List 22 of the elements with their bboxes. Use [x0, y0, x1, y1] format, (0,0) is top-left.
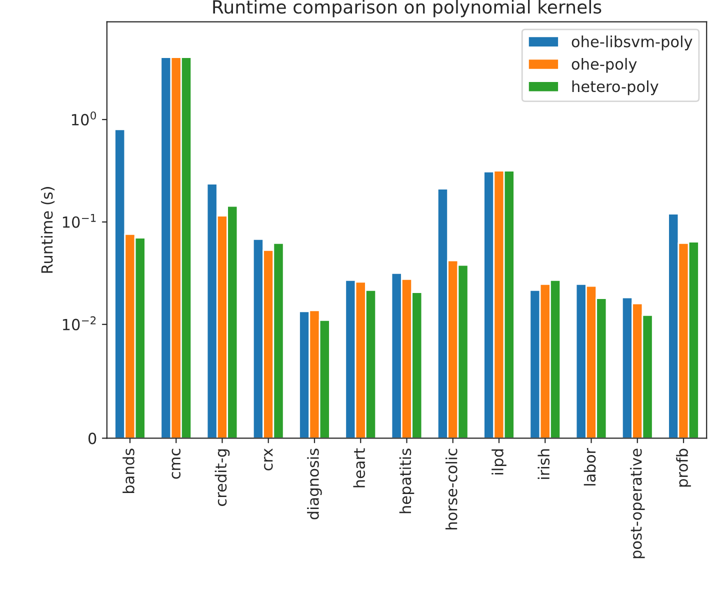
y-tick-label: 0	[88, 432, 96, 444]
legend-label: ohe-libsvm-poly	[572, 36, 692, 50]
x-tick-label: heart	[353, 448, 366, 488]
x-tick-label: crx	[264, 448, 273, 470]
x-tick-label: cmc	[172, 448, 181, 479]
x-tick-label: bands	[122, 448, 134, 493]
y-tick-label: 10$^{−2}$	[62, 316, 96, 330]
y-axis-title: Runtime (s)	[40, 187, 55, 273]
x-tick-label: post-operative	[630, 448, 645, 558]
x-tick-label: diagnosis	[307, 448, 322, 520]
x-tick-label: credit-g	[214, 449, 230, 506]
x-tick-label: irish	[538, 449, 550, 479]
x-tick-label: hepatitis	[399, 448, 414, 514]
chart-title: Runtime comparison on polynomial kernels	[213, 0, 602, 18]
x-tick-label: horse-colic	[445, 448, 458, 530]
x-tick-label: labor	[584, 448, 596, 486]
y-tick-label: 10$^{−1}$	[62, 214, 96, 228]
legend-label: hetero-poly	[572, 80, 658, 96]
x-tick-label: ilpd	[492, 449, 506, 474]
legend-label: ohe-poly	[572, 58, 637, 73]
x-tick-label: profb	[676, 448, 691, 487]
y-tick-label: 10$^{0}$	[72, 111, 96, 126]
